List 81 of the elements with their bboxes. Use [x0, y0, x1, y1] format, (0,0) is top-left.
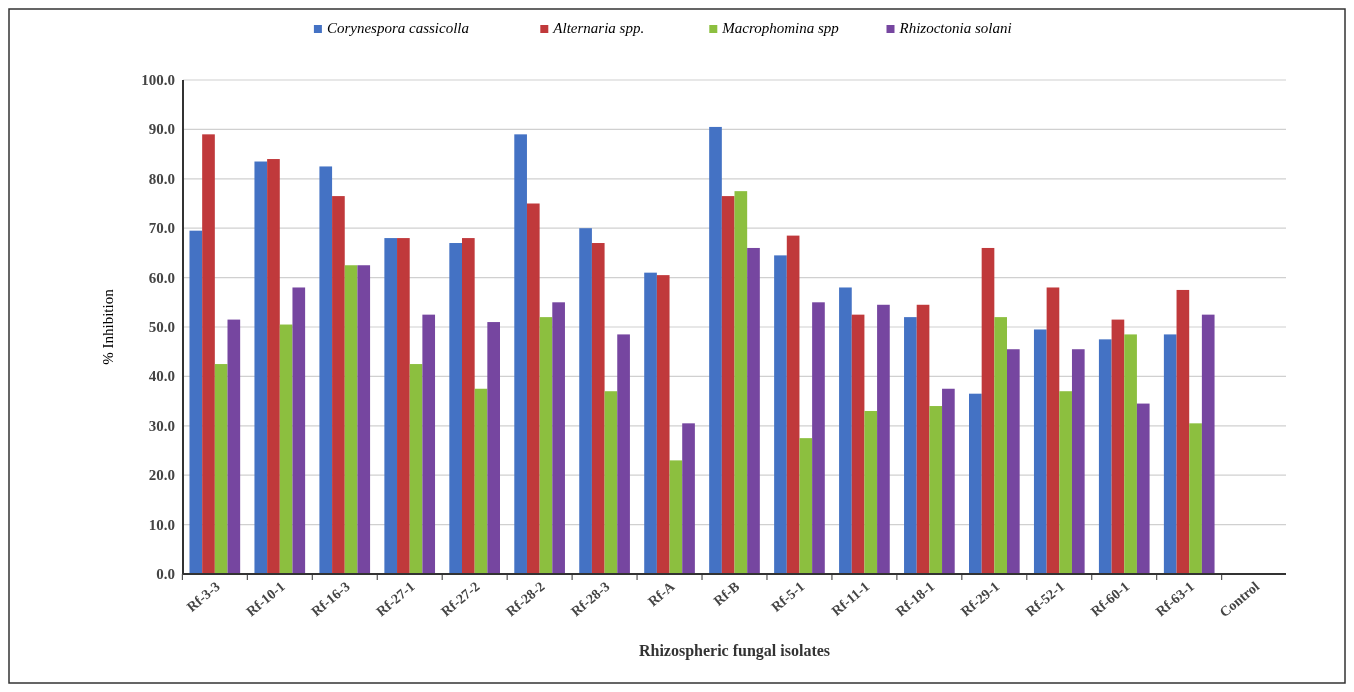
bar	[1046, 287, 1060, 574]
bar	[839, 287, 852, 574]
x-axis-title: Rhizospheric fungal isolates	[638, 642, 831, 660]
bar	[916, 304, 930, 574]
bar	[682, 423, 695, 574]
bar	[202, 134, 215, 574]
bar	[1071, 349, 1085, 574]
bar	[292, 287, 306, 574]
bar	[721, 196, 735, 574]
bar	[552, 302, 565, 574]
bar	[604, 391, 618, 574]
bar	[526, 203, 540, 574]
bar	[397, 238, 410, 574]
y-tick-label: 90.0	[148, 121, 175, 138]
bar	[214, 364, 228, 574]
bar	[774, 255, 787, 574]
bar	[462, 238, 475, 574]
bar	[969, 393, 982, 574]
bar	[254, 161, 268, 574]
bar	[1124, 334, 1137, 574]
bar	[267, 159, 280, 574]
bar	[994, 317, 1007, 574]
bar	[1201, 314, 1215, 574]
bar	[1033, 329, 1047, 574]
bar	[864, 410, 878, 574]
legend-label: Macrophomina spp	[721, 20, 840, 36]
bar	[981, 247, 995, 574]
bar	[904, 317, 917, 574]
bar	[929, 406, 943, 574]
y-tick-label: 100.0	[141, 72, 175, 88]
y-tick-label: 80.0	[148, 170, 175, 187]
bar	[409, 364, 423, 574]
bar	[487, 322, 500, 574]
y-tick-label: 20.0	[148, 467, 175, 484]
y-tick-label: 60.0	[148, 269, 175, 286]
y-axis-title: % Inhibition	[100, 288, 116, 365]
bar	[747, 247, 760, 574]
bar	[332, 196, 345, 574]
bar	[279, 324, 293, 574]
bar	[474, 388, 488, 574]
y-tick-label: 0.0	[156, 566, 175, 582]
bar	[786, 235, 800, 574]
bar	[1176, 289, 1190, 574]
bar	[1163, 334, 1177, 574]
y-tick-label: 70.0	[148, 220, 175, 237]
bar	[644, 272, 657, 574]
bar	[942, 388, 955, 574]
bar	[1007, 349, 1020, 574]
bar	[319, 166, 333, 574]
bar	[709, 126, 722, 574]
y-tick-label: 50.0	[148, 319, 175, 335]
bar	[579, 228, 592, 574]
y-tick-label: 30.0	[148, 417, 175, 434]
bar	[1189, 423, 1202, 574]
bar	[422, 314, 436, 574]
bar	[656, 275, 670, 574]
legend-label: Alternaria spp.	[552, 20, 645, 36]
bar	[734, 191, 748, 574]
bar	[812, 302, 825, 574]
bar	[799, 438, 813, 574]
legend-label: Rhizoctonia solani	[898, 20, 1012, 36]
bar	[384, 238, 398, 574]
bar	[189, 230, 203, 574]
bar	[1059, 391, 1072, 574]
bar	[617, 334, 630, 574]
bar	[514, 134, 527, 574]
bar	[227, 319, 241, 574]
bar	[1111, 319, 1125, 574]
bar	[357, 265, 371, 574]
bar	[539, 317, 553, 574]
bar	[591, 243, 605, 574]
y-tick-label: 10.0	[148, 516, 175, 533]
bar	[669, 460, 683, 574]
y-tick-label: 40.0	[148, 368, 175, 385]
bar	[851, 314, 865, 574]
legend-label: Corynespora cassicolla	[326, 20, 469, 36]
bar	[1098, 339, 1112, 574]
bar	[1136, 403, 1150, 574]
bar	[344, 265, 358, 574]
bar	[449, 243, 462, 574]
bar	[877, 304, 890, 574]
